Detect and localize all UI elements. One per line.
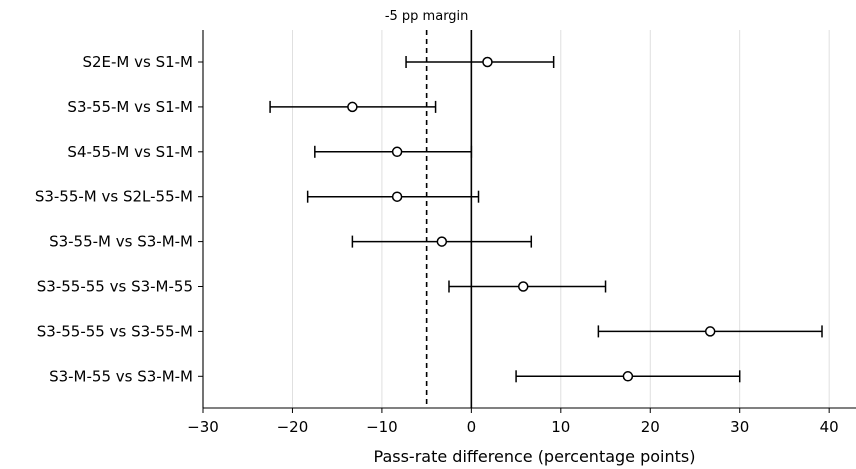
comparison-row <box>448 280 607 293</box>
grid-lines <box>202 30 830 408</box>
category-label: S3-M-55 vs S3-M-M <box>49 367 193 385</box>
category-label: S3-55-55 vs S3-M-55 <box>37 278 193 296</box>
point-estimate <box>347 101 358 113</box>
comparison-row <box>515 370 741 383</box>
comparison-row <box>405 56 555 68</box>
x-tick-label: 20 <box>641 418 660 436</box>
category-label: S3-55-M vs S1-M <box>67 98 193 116</box>
category-label: S3-55-M vs S2L-55-M <box>35 188 193 206</box>
comparison-row <box>269 100 437 113</box>
axes: S2E-M vs S1-M S3-55-M vs S1-M S4-55-M vs S… <box>35 30 856 436</box>
point-estimate <box>482 56 493 68</box>
x-tick-label: 0 <box>467 418 477 436</box>
margin-annotation: -5 pp margin <box>385 9 469 24</box>
point-estimate <box>517 281 529 292</box>
point-estimate <box>436 236 448 247</box>
category-label: S2E-M vs S1-M <box>82 53 193 71</box>
comparison-row <box>306 190 480 203</box>
category-label: S3-55-M vs S3-M-M <box>49 233 193 251</box>
x-tick-label: 10 <box>551 418 570 436</box>
x-tick-label: −10 <box>366 418 398 436</box>
comparison-row <box>314 145 473 158</box>
point-estimate <box>704 326 716 337</box>
point-estimate <box>622 371 634 382</box>
category-label: S3-55-55 vs S3-55-M <box>37 322 193 340</box>
point-estimate <box>391 191 403 202</box>
x-tick-label: 30 <box>730 418 749 436</box>
x-tick-label: 40 <box>820 418 839 436</box>
comparison-row <box>597 325 823 338</box>
x-axis-label: Pass-rate difference (percentage points) <box>374 447 696 466</box>
point-estimate <box>391 146 403 158</box>
category-label: S4-55-M vs S1-M <box>67 143 193 161</box>
comparison-series <box>269 56 823 383</box>
x-tick-label: −30 <box>187 418 219 436</box>
comparison-row <box>351 235 533 248</box>
x-tick-label: −20 <box>277 418 309 436</box>
reference-lines <box>425 30 473 408</box>
